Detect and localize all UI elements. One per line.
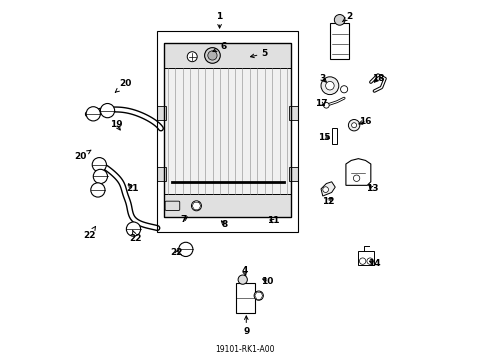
Circle shape [366,258,372,264]
Text: 18: 18 [371,74,384,83]
Circle shape [187,52,197,62]
Text: 5: 5 [250,49,266,58]
Circle shape [351,123,356,128]
Text: 22: 22 [83,226,96,240]
Text: 2: 2 [342,12,352,22]
Bar [157,31,297,231]
Circle shape [347,120,359,131]
Text: 13: 13 [366,184,378,193]
Text: 12: 12 [321,197,334,206]
Circle shape [334,14,345,25]
Circle shape [91,183,105,197]
Text: 22: 22 [129,230,142,243]
Bar [164,43,290,68]
FancyBboxPatch shape [165,201,180,211]
Circle shape [322,187,328,193]
Circle shape [353,175,359,181]
Circle shape [254,291,263,300]
Bar [164,194,290,217]
Circle shape [238,275,247,284]
Bar [157,167,166,181]
Circle shape [325,81,333,90]
Bar [329,23,349,59]
Text: 20: 20 [75,150,91,161]
Text: 21: 21 [126,184,139,193]
Circle shape [340,86,347,93]
Text: 6: 6 [212,42,226,51]
Bar [288,167,297,181]
Text: 1: 1 [216,12,222,28]
Text: 8: 8 [221,220,227,229]
Text: 14: 14 [367,259,380,268]
Circle shape [178,242,192,257]
Text: 4: 4 [241,266,247,275]
Circle shape [126,222,141,236]
Circle shape [204,48,220,63]
Text: 19: 19 [110,120,122,130]
Bar [288,105,297,120]
Bar [332,129,336,144]
Bar [164,43,290,217]
Text: 7: 7 [181,215,187,224]
Bar [235,283,255,314]
Text: 20: 20 [115,80,131,92]
Circle shape [359,258,365,264]
Circle shape [191,201,201,211]
Text: 19101-RK1-A00: 19101-RK1-A00 [214,345,274,354]
Circle shape [86,107,100,121]
Bar [164,43,290,217]
Bar [157,105,166,120]
Circle shape [207,51,217,60]
Text: 22: 22 [170,248,183,257]
Text: 17: 17 [314,99,326,108]
Text: 15: 15 [318,133,330,142]
Text: 9: 9 [243,316,249,336]
Circle shape [320,77,338,95]
Text: 16: 16 [358,117,371,126]
Polygon shape [320,182,335,196]
Text: 11: 11 [266,216,279,225]
Bar [358,251,374,265]
Circle shape [323,103,328,108]
Circle shape [93,169,107,184]
Polygon shape [345,159,370,185]
Text: 3: 3 [319,74,325,83]
Circle shape [100,103,114,118]
Circle shape [92,158,106,172]
Text: 10: 10 [261,277,273,286]
